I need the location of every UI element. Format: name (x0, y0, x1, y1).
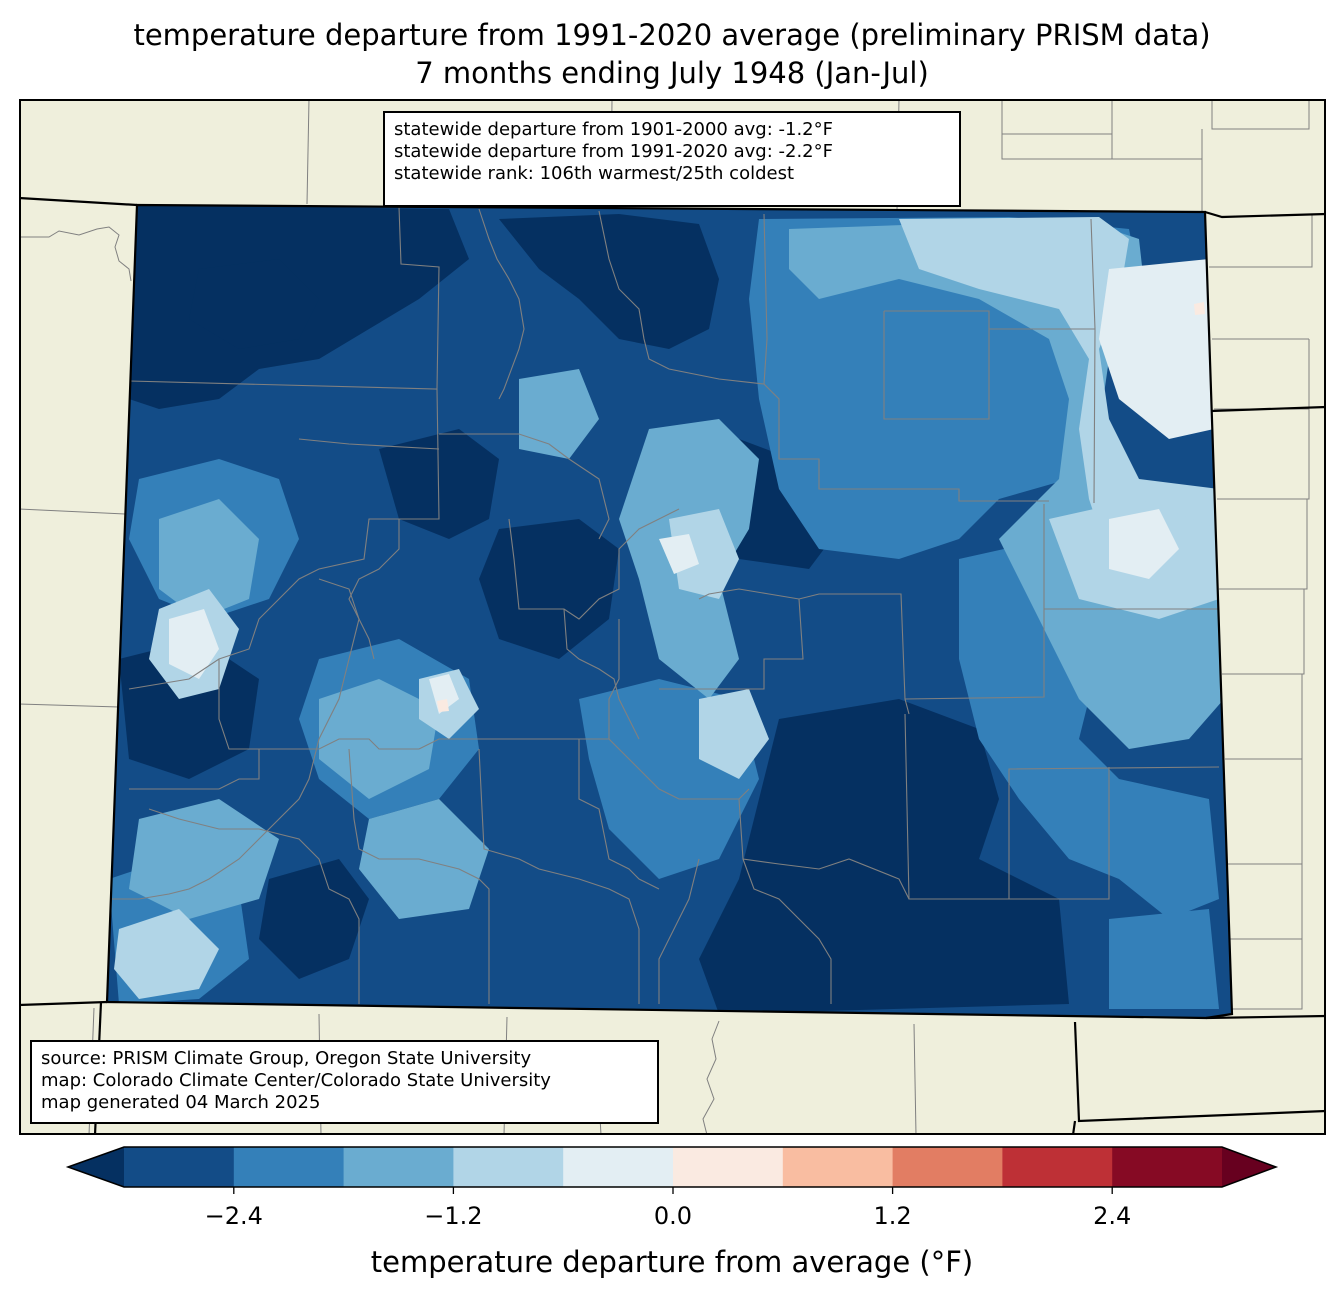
colorbar-tick-label: 0.0 (654, 1202, 692, 1230)
colorbar-tick-label: −1.2 (424, 1202, 482, 1230)
colorbar-label: temperature departure from average (°F) (370, 1245, 974, 1279)
colorbar-extend-high (1222, 1147, 1276, 1187)
departure-positive-regions (437, 302, 1205, 712)
colorbar-tick-label: −2.4 (205, 1202, 263, 1230)
colorbar-segment (563, 1147, 674, 1187)
colorbar: −2.4 −1.2 0.0 1.2 2.4 (65, 1146, 1279, 1230)
colorbar-segment (1002, 1147, 1113, 1187)
colorbar-segment (453, 1147, 564, 1187)
colorado-temperature-map (19, 99, 1326, 1135)
stats-line-rank: statewide rank: 106th warmest/25th colde… (394, 163, 795, 184)
colorbar-segment (673, 1147, 784, 1187)
source-box: source: PRISM Climate Group, Oregon Stat… (30, 1040, 659, 1124)
colorbar-segment (233, 1147, 345, 1187)
colorbar-segment (343, 1147, 454, 1187)
colorado-state-border (105, 203, 1234, 1020)
map-frame (19, 99, 1326, 1135)
colorbar-segment (124, 1147, 235, 1187)
colorbar-tick-label: 2.4 (1093, 1202, 1131, 1230)
departure-near-zero-regions (169, 259, 1214, 714)
source-line-generated: map generated 04 March 2025 (41, 1092, 321, 1113)
stats-line-1901-2000: statewide departure from 1901-2000 avg: … (394, 119, 833, 140)
colorbar-segment (782, 1147, 894, 1187)
map-subtitle: 7 months ending July 1948 (Jan-Jul) (415, 56, 929, 90)
map-title: temperature departure from 1991-2020 ave… (133, 18, 1211, 52)
statewide-stats-box: statewide departure from 1901-2000 avg: … (383, 111, 961, 207)
colorbar-segment (1112, 1147, 1223, 1187)
source-line-prism: source: PRISM Climate Group, Oregon Stat… (41, 1048, 532, 1069)
colorbar-outline (65, 1146, 1279, 1188)
source-line-map: map: Colorado Climate Center/Colorado St… (41, 1070, 551, 1091)
colorbar-segment (892, 1147, 1003, 1187)
colorado-county-lines (109, 206, 1220, 1004)
colorbar-extend-low (68, 1147, 124, 1187)
colorbar-tick-label: 1.2 (874, 1202, 912, 1230)
stats-line-1991-2020: statewide departure from 1991-2020 avg: … (394, 141, 833, 162)
